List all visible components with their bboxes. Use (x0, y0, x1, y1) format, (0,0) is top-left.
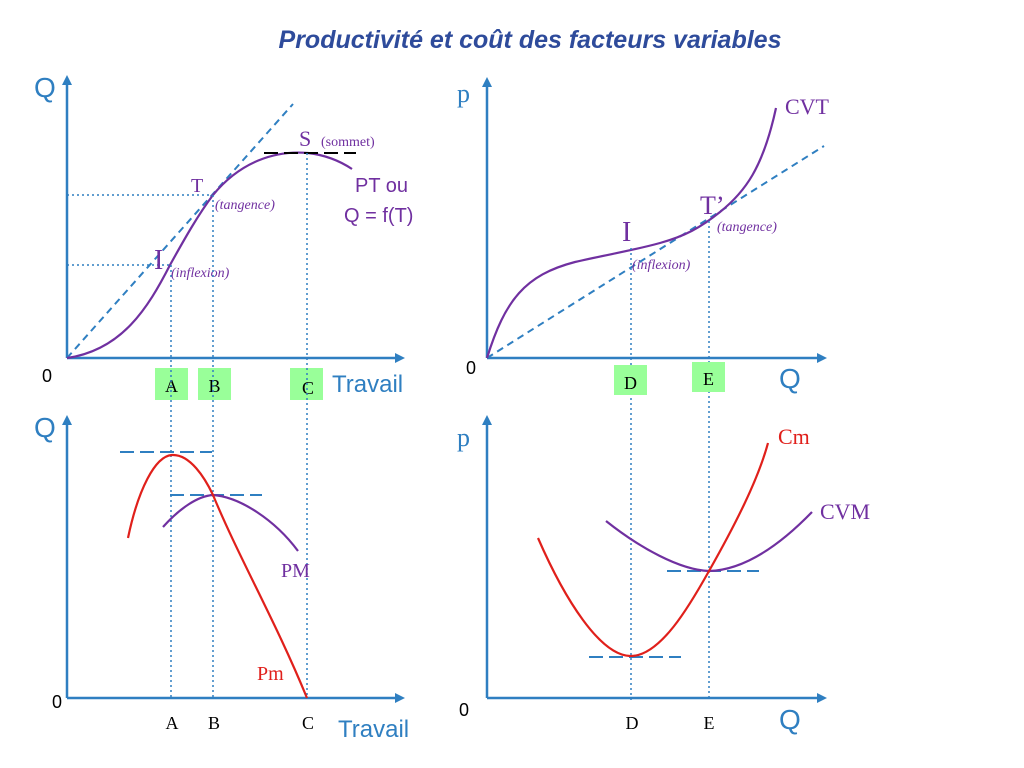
tick-label-b: B (208, 376, 220, 396)
origin-label: 0 (466, 358, 476, 378)
curve-label-cvt: CVT (785, 94, 830, 119)
tangent-line (486, 145, 825, 359)
point-i-label: I (154, 245, 163, 276)
curve-label-pm-marginal: Pm (257, 663, 284, 685)
point-s-label: S (299, 126, 311, 151)
tick-label-c: C (302, 378, 314, 398)
y-axis-label: Q (34, 412, 56, 443)
origin-label: 0 (52, 692, 62, 712)
point-t-note: (tangence) (717, 220, 777, 235)
point-s-note: (sommet) (321, 135, 375, 150)
curve-label-line2: Q = f(T) (344, 205, 413, 227)
tick-label-e: E (703, 369, 714, 389)
tick-label-d: D (624, 373, 637, 393)
tick-label-b: B (208, 713, 220, 733)
pt-curve (66, 151, 353, 360)
panel-bottom-right: p 0 Q Cm CVM D E (457, 415, 870, 735)
origin-label: 0 (459, 700, 469, 720)
tangent-line (66, 103, 294, 359)
panel-top-left: Q 0 Travail S (sommet) T (tangence) I (i… (34, 72, 413, 400)
point-t-label: T’ (700, 191, 725, 220)
x-axis-label: Q (779, 704, 801, 735)
pm-average-curve (162, 493, 299, 552)
x-axis-label: Q (779, 363, 801, 394)
cm-curve (536, 442, 770, 658)
point-i-note: (inflexion) (171, 266, 230, 281)
x-axis-label: Travail (332, 371, 403, 398)
x-axis-label: Travail (338, 716, 409, 743)
panel-bottom-left: Q 0 Travail PM Pm A B C (34, 412, 409, 743)
cvt-curve (485, 107, 778, 359)
tick-box-b (198, 368, 231, 400)
origin-label: 0 (42, 366, 52, 386)
tick-label-e: E (704, 713, 715, 733)
tick-box-a (155, 368, 188, 400)
point-i-label: I (622, 217, 631, 248)
page-title: Productivité et coût des facteurs variab… (279, 26, 782, 54)
point-t-note: (tangence) (215, 198, 275, 213)
y-axis-label: p (457, 423, 470, 452)
curve-label-line1: PT ou (355, 175, 408, 197)
y-axis-label: Q (34, 72, 56, 103)
curve-label-cm: Cm (778, 424, 810, 449)
point-i-note: (inflexion) (632, 258, 691, 273)
y-axis-label: p (457, 79, 470, 108)
panel-top-right: p 0 Q CVT T’ (tangence) I (inflexion) D … (457, 77, 830, 700)
tick-box-e (692, 362, 725, 392)
point-t-label: T (191, 175, 203, 197)
curve-label-pm-average: PM (281, 560, 310, 582)
tick-box-d (614, 365, 647, 395)
curve-label-cvm: CVM (820, 499, 870, 524)
tick-label-d: D (626, 713, 639, 733)
tick-label-c: C (302, 713, 314, 733)
tick-label-a: A (166, 713, 179, 733)
pm-marginal-curve (126, 453, 309, 699)
